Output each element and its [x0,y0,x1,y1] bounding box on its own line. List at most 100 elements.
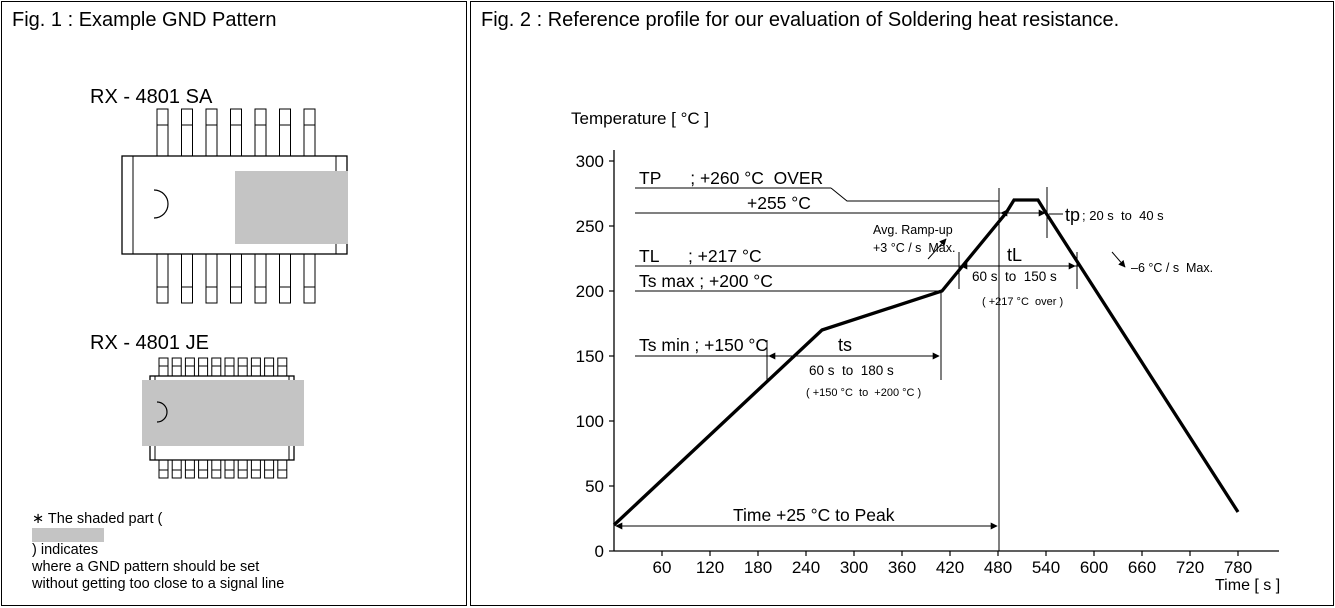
note-line-1-prefix: ∗ The shaded part ( [32,511,163,527]
pin [205,108,218,157]
pin [303,253,316,304]
pin [230,108,242,157]
x-tick-label: 360 [888,558,916,577]
pin [156,253,169,304]
tl-range: 60 s to 150 s [972,269,1057,284]
je-notch [156,401,168,423]
pin [264,357,275,377]
shade-swatch [32,528,104,542]
tl-note: ( +217 °C over ) [982,296,1063,308]
x-tick-label: 180 [744,558,772,577]
tp-range: ; 20 s to 40 s [1082,208,1164,223]
sa-pins-bottom [156,253,316,304]
temperature-profile-line [612,198,1240,527]
pin [250,459,261,479]
part-label-je: RX - 4801 JE [90,332,209,354]
tl-text: TL ; +217 °C [639,246,762,266]
pin [279,108,291,157]
fig1-title: Fig. 1 : Example GND Pattern [12,9,277,31]
tsmin-text: Ts min ; +150 °C [639,335,768,355]
pin [198,357,209,377]
pin [181,253,193,304]
gnd-pattern-diagram: RX - 4801 SA RX - 4801 JE [90,86,348,479]
gnd-note: ∗ The shaded part ( ) indicates where a G… [32,511,452,593]
note-line-3: without getting too close to a signal li… [32,576,285,592]
je-gnd-shade [142,380,304,446]
package-je [142,357,304,479]
ramp-down-arrow [1111,251,1126,268]
je-pins-bottom [158,459,288,479]
fig2-panel: Fig. 2 : Reference profile for our evalu… [470,1,1334,606]
pin [211,459,222,479]
pin [171,357,182,377]
x-tick-label: 780 [1224,558,1252,577]
x-axis-label: Time [ s ] [1215,577,1280,594]
sa-gnd-shade [235,171,348,244]
note-line-1: ∗ The shaded part ( ) indicates [32,511,452,559]
pin [205,253,218,304]
y-tick-label: 100 [576,412,604,431]
je-pins-top [158,357,288,377]
fig2-title: Fig. 2 : Reference profile for our evalu… [481,9,1120,31]
pin [264,459,275,479]
x-tick-label: 120 [696,558,724,577]
255-text: +255 °C [747,193,811,213]
y-tick-label: 150 [576,347,604,366]
y-tick-label: 0 [595,542,604,561]
ramp-up-line-1: Avg. Ramp-up [873,223,953,237]
note-line-1-suffix: ) indicates [32,542,99,558]
pin [211,357,222,377]
pin [158,459,169,479]
y-ticks: 0 50 100 150 200 250 300 [576,152,614,561]
y-tick-label: 300 [576,152,604,171]
time-to-peak-text: Time +25 °C to Peak [733,505,895,525]
pin [158,357,169,377]
y-axis-label: Temperature [ °C ] [571,109,709,128]
pin [277,459,288,479]
sa-pins-top [156,108,316,157]
pin [279,253,291,304]
tp-label: tp [1065,205,1080,225]
pin [254,108,267,157]
ramp-up-line-2: +3 °C / s Max. [873,241,955,255]
x-tick-label: 420 [936,558,964,577]
x-tick-label: 300 [840,558,868,577]
reflow-profile-chart: Temperature [ °C ] Time [ s ] 0 50 100 150 2… [571,109,1280,594]
pin [237,459,248,479]
x-tick-label: 660 [1128,558,1156,577]
pin [277,357,288,377]
ts-label: ts [838,335,852,355]
package-sa [121,108,348,304]
y-tick-label: 50 [585,477,604,496]
ts-range: 60 s to 180 s [809,363,894,378]
part-label-sa: RX - 4801 SA [90,86,213,108]
pin [224,357,235,377]
pin [156,108,169,157]
x-ticks: 60 120 180 240 300 360 420 480 540 600 660 720 780 [653,551,1252,577]
pin [224,459,235,479]
ramp-up-arrow [927,238,947,260]
x-tick-label: 540 [1032,558,1060,577]
pin [230,253,242,304]
pin [171,459,182,479]
ts-note: ( +150 °C to +200 °C ) [806,387,921,399]
pin [184,357,195,377]
pin [254,253,267,304]
pin [303,108,316,157]
y-tick-label: 250 [576,217,604,236]
pin [184,459,195,479]
tsmax-text: Ts max ; +200 °C [639,271,773,291]
pin [237,357,248,377]
x-tick-label: 720 [1176,558,1204,577]
pin [250,357,261,377]
tp-leader-line [830,187,999,202]
tl-label: tL [1007,245,1022,265]
x-tick-label: 480 [984,558,1012,577]
pin [181,108,193,157]
pin [198,459,209,479]
sa-notch [153,189,169,219]
x-tick-label: 240 [792,558,820,577]
note-line-2: where a GND pattern should be set [32,559,260,575]
fig1-panel: Fig. 1 : Example GND Pattern RX - 4801 S… [1,1,467,606]
x-tick-label: 60 [653,558,672,577]
